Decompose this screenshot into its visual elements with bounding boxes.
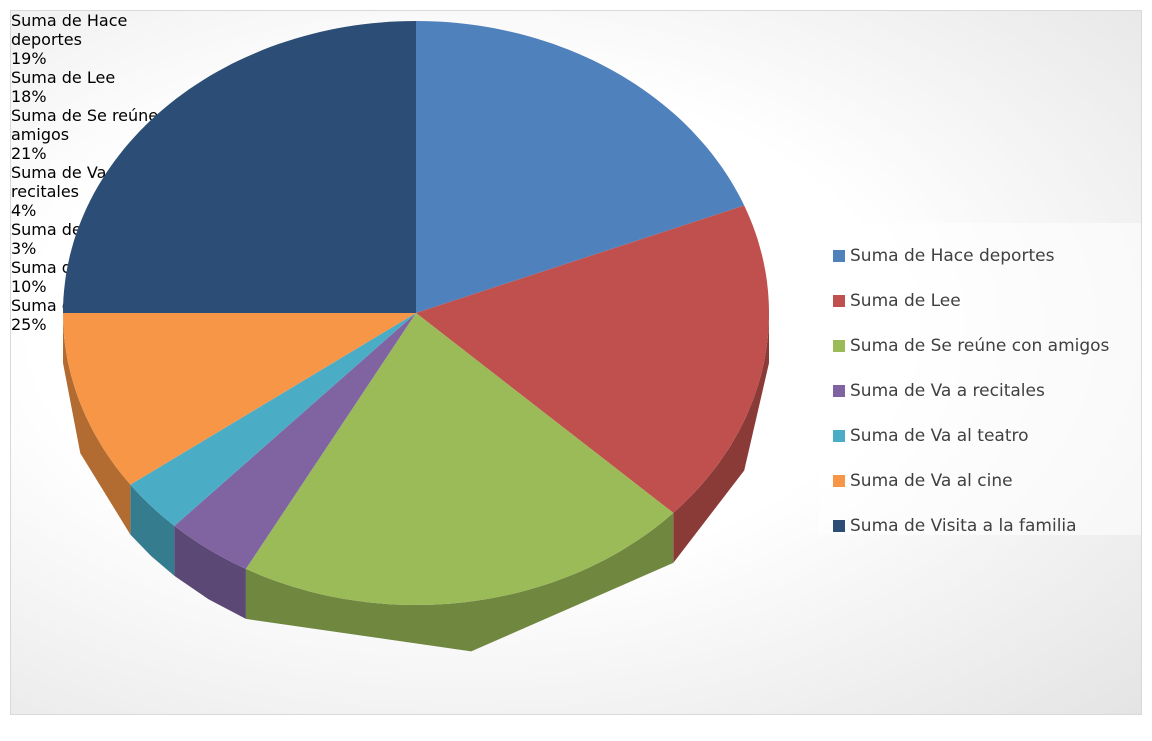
data-label: Suma de Hace deportes 19% (11, 11, 171, 68)
legend-swatch (833, 429, 845, 442)
legend-swatch (833, 474, 845, 487)
data-label-category: Suma de Va a recitales (11, 163, 122, 201)
data-label-value: 10% (11, 277, 47, 296)
data-label-value: 3% (11, 239, 37, 258)
pie-slice-side (130, 484, 175, 576)
pie-slice (245, 313, 674, 605)
legend-item: Suma de Va al teatro (819, 413, 1141, 458)
legend-swatch (833, 339, 845, 352)
data-label: Suma de Se reúne con amigos 21% (11, 106, 221, 163)
data-label: Suma de Lee 18% (11, 68, 161, 106)
pie-slice-side (63, 313, 131, 535)
legend-item: Suma de Se reúne con amigos (819, 323, 1141, 368)
legend-item: Suma de Hace deportes (819, 233, 1141, 278)
pie-slice-side (174, 525, 246, 619)
data-label-value: 25% (11, 315, 47, 334)
pie-slice (63, 313, 416, 485)
legend-swatch (833, 249, 845, 262)
legend-item: Suma de Va a recitales (819, 368, 1141, 413)
data-label-value: 4% (11, 201, 37, 220)
data-label-value: 19% (11, 49, 47, 68)
legend: Suma de Hace deportes Suma de Lee Suma de … (819, 223, 1141, 536)
data-label-category: Suma de Lee (11, 68, 116, 87)
legend-label: Suma de Lee (850, 290, 961, 311)
pie-plot (63, 21, 769, 652)
legend-item: Suma de Lee (819, 278, 1141, 323)
chart: Suma de Hace deportes Suma de Lee Suma de … (10, 10, 1142, 715)
pie-slice-side (245, 512, 674, 652)
legend-swatch (833, 519, 845, 532)
data-label-value: 21% (11, 144, 47, 163)
pie-slice (63, 21, 416, 313)
legend-swatch (833, 294, 845, 307)
pie-slice-side (673, 313, 769, 563)
data-label-category: Suma de Hace deportes (11, 11, 128, 49)
legend-label: Suma de Visita a la familia (850, 515, 1077, 536)
legend-label: Suma de Va al teatro (850, 425, 1029, 446)
legend-item: Suma de Va al cine (819, 458, 1141, 503)
pie-slice (416, 205, 769, 513)
legend-label: Suma de Hace deportes (850, 245, 1055, 266)
legend-label: Suma de Va a recitales (850, 380, 1045, 401)
legend-label: Suma de Va al cine (850, 470, 1013, 491)
legend-swatch (833, 384, 845, 397)
legend-label: Suma de Se reúne con amigos (850, 335, 1110, 356)
pie-slice (416, 21, 745, 313)
data-label: Suma de Va a recitales 4% (11, 163, 141, 220)
data-label-category: Suma de Se reúne con amigos (11, 106, 192, 144)
legend-item: Suma de Visita a la familia (819, 503, 1141, 548)
data-label-value: 18% (11, 87, 47, 106)
pie-slice (130, 313, 416, 526)
pie-slice (174, 313, 416, 569)
